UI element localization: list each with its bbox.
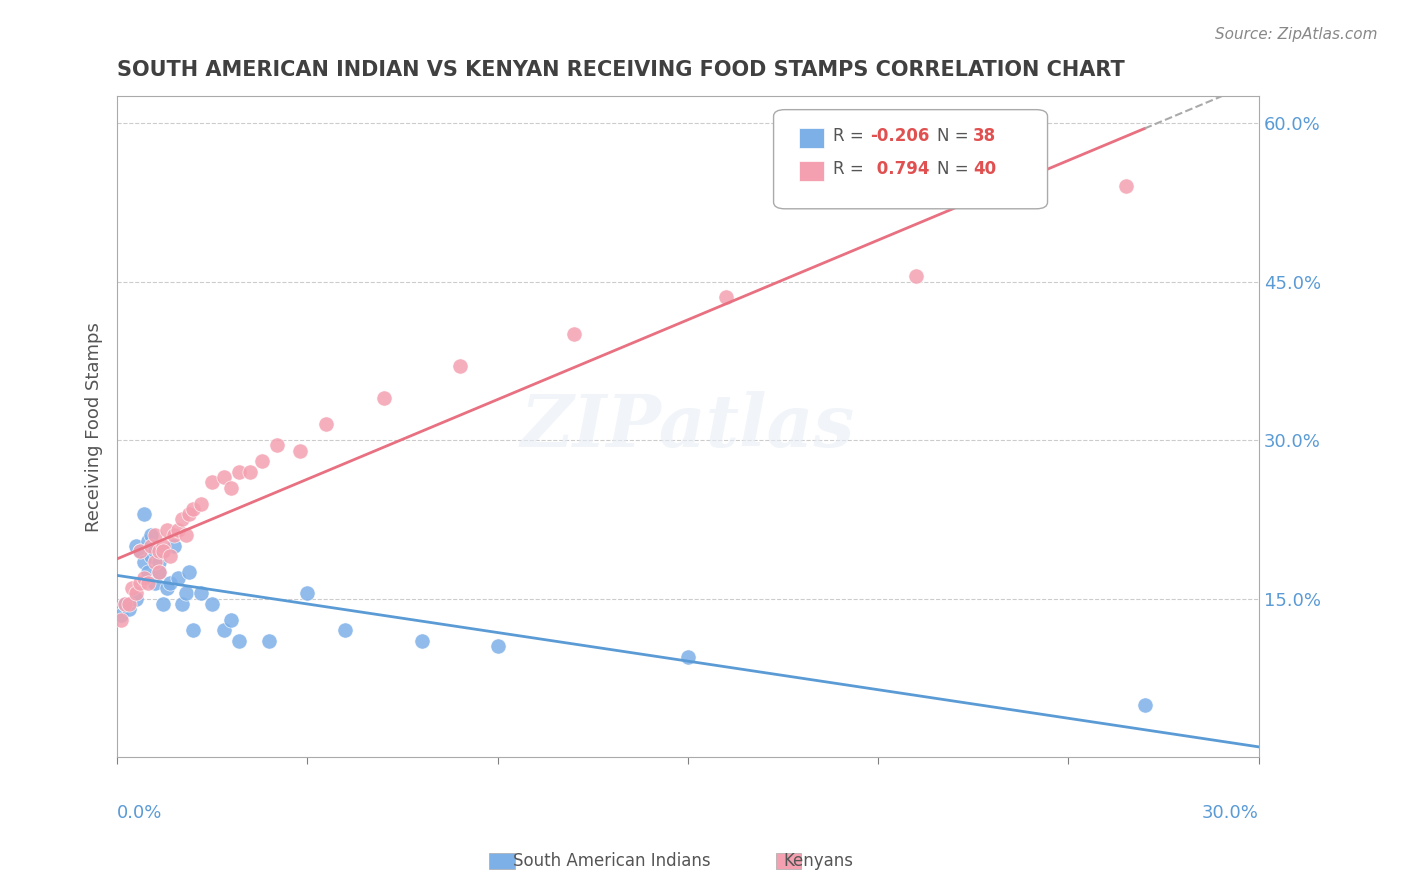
Point — [1115, 179, 1137, 194]
Point — [125, 539, 148, 553]
Y-axis label: Receiving Food Stamps: Receiving Food Stamps — [86, 322, 103, 532]
Point — [373, 391, 395, 405]
Point — [114, 597, 136, 611]
Point — [250, 454, 273, 468]
Point — [201, 597, 224, 611]
Text: N =: N = — [936, 127, 974, 145]
Point — [179, 507, 201, 521]
Point — [163, 528, 186, 542]
Point — [288, 443, 311, 458]
Point — [212, 624, 235, 638]
Point — [174, 586, 197, 600]
Point — [228, 634, 250, 648]
Point — [117, 597, 139, 611]
Point — [221, 613, 243, 627]
Point — [259, 634, 281, 648]
Point — [110, 607, 132, 622]
Point — [143, 528, 166, 542]
Text: -0.206: -0.206 — [870, 127, 929, 145]
Point — [132, 571, 155, 585]
Point — [117, 602, 139, 616]
Point — [136, 566, 159, 580]
Point — [486, 640, 509, 654]
Text: R =: R = — [832, 161, 869, 178]
Point — [125, 591, 148, 606]
Point — [129, 575, 152, 590]
Text: ZIPatlas: ZIPatlas — [520, 392, 855, 462]
Point — [148, 566, 170, 580]
Point — [449, 359, 471, 373]
Text: 38: 38 — [973, 127, 997, 145]
FancyBboxPatch shape — [799, 161, 824, 181]
Text: Kenyans: Kenyans — [783, 852, 853, 870]
Point — [1133, 698, 1156, 712]
Point — [163, 539, 186, 553]
Point — [201, 475, 224, 490]
Point — [143, 544, 166, 558]
Point — [152, 544, 174, 558]
Point — [212, 470, 235, 484]
Point — [335, 624, 357, 638]
Text: N =: N = — [936, 161, 974, 178]
Point — [125, 586, 148, 600]
Point — [221, 481, 243, 495]
Point — [170, 597, 193, 611]
Text: SOUTH AMERICAN INDIAN VS KENYAN RECEIVING FOOD STAMPS CORRELATION CHART: SOUTH AMERICAN INDIAN VS KENYAN RECEIVIN… — [117, 60, 1125, 79]
Point — [905, 269, 928, 284]
Point — [141, 539, 163, 553]
Point — [114, 597, 136, 611]
Point — [159, 575, 181, 590]
Point — [239, 465, 262, 479]
Point — [129, 544, 152, 558]
Point — [170, 512, 193, 526]
FancyBboxPatch shape — [773, 110, 1047, 209]
Point — [152, 539, 174, 553]
Point — [141, 528, 163, 542]
Point — [156, 523, 179, 537]
Text: 40: 40 — [973, 161, 997, 178]
Point — [148, 555, 170, 569]
FancyBboxPatch shape — [799, 128, 824, 148]
Point — [297, 586, 319, 600]
Point — [676, 649, 699, 664]
FancyBboxPatch shape — [489, 853, 515, 869]
Point — [266, 438, 288, 452]
FancyBboxPatch shape — [776, 853, 801, 869]
Point — [228, 465, 250, 479]
Point — [181, 501, 204, 516]
Point — [159, 549, 181, 564]
Text: Source: ZipAtlas.com: Source: ZipAtlas.com — [1215, 27, 1378, 42]
Point — [152, 544, 174, 558]
Point — [315, 417, 337, 432]
Point — [174, 528, 197, 542]
Point — [141, 549, 163, 564]
Point — [129, 544, 152, 558]
Text: 0.0%: 0.0% — [117, 804, 163, 822]
Point — [143, 555, 166, 569]
Point — [181, 624, 204, 638]
Point — [411, 634, 433, 648]
Text: 0.794: 0.794 — [870, 161, 929, 178]
Point — [136, 533, 159, 548]
Point — [714, 290, 737, 304]
Point — [167, 571, 190, 585]
Point — [148, 566, 170, 580]
Point — [167, 523, 190, 537]
Point — [132, 507, 155, 521]
Point — [562, 327, 585, 342]
Text: 30.0%: 30.0% — [1202, 804, 1258, 822]
Point — [152, 597, 174, 611]
Point — [148, 544, 170, 558]
Text: R =: R = — [832, 127, 869, 145]
Text: South American Indians: South American Indians — [513, 852, 710, 870]
Point — [132, 555, 155, 569]
Point — [143, 575, 166, 590]
Point — [136, 575, 159, 590]
Point — [190, 497, 212, 511]
Point — [110, 613, 132, 627]
Point — [179, 566, 201, 580]
Point — [190, 586, 212, 600]
Point — [121, 581, 143, 595]
Point — [156, 581, 179, 595]
